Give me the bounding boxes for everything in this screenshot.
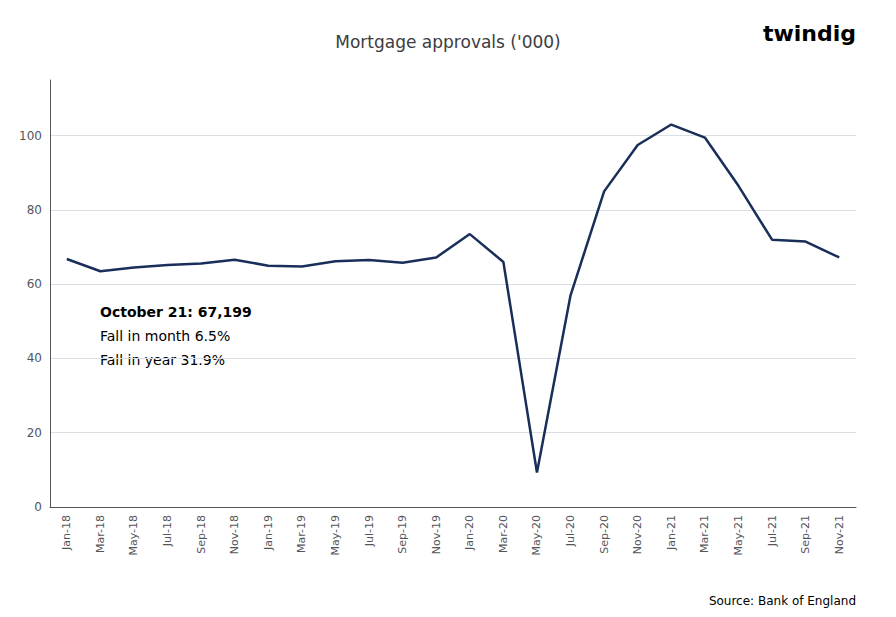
svg-text:Mar-20: Mar-20 (497, 515, 510, 553)
svg-text:October 21: 67,199: October 21: 67,199 (100, 304, 252, 320)
svg-text:Jan-19: Jan-19 (262, 515, 275, 551)
svg-text:Jan-21: Jan-21 (665, 515, 678, 551)
svg-text:60: 60 (27, 277, 42, 291)
svg-text:May-19: May-19 (329, 515, 342, 556)
svg-text:Sep-18: Sep-18 (195, 515, 208, 554)
svg-text:twindig: twindig (763, 21, 856, 46)
svg-text:Sep-20: Sep-20 (598, 515, 611, 554)
svg-text:20: 20 (27, 426, 42, 440)
svg-text:Mar-21: Mar-21 (698, 515, 711, 553)
svg-text:Sep-19: Sep-19 (396, 515, 409, 554)
svg-text:Nov-19: Nov-19 (430, 515, 443, 554)
svg-text:Nov-20: Nov-20 (631, 515, 644, 554)
svg-text:Mar-18: Mar-18 (94, 515, 107, 553)
svg-text:Jul-19: Jul-19 (363, 515, 376, 547)
svg-text:Nov-18: Nov-18 (228, 515, 241, 554)
svg-text:Mar-19: Mar-19 (295, 515, 308, 553)
svg-text:May-18: May-18 (127, 515, 140, 556)
svg-text:Jan-18: Jan-18 (60, 515, 73, 551)
svg-text:Jul-21: Jul-21 (766, 515, 779, 547)
svg-text:Jul-20: Jul-20 (564, 515, 577, 547)
svg-text:May-21: May-21 (732, 515, 745, 556)
svg-text:May-20: May-20 (530, 515, 543, 556)
svg-text:Nov-21: Nov-21 (833, 515, 846, 554)
svg-text:Jul-18: Jul-18 (161, 515, 174, 547)
svg-text:Jan-20: Jan-20 (463, 515, 476, 551)
svg-text:Mortgage approvals ('000): Mortgage approvals ('000) (335, 32, 560, 52)
svg-text:Fall in year 31.9%: Fall in year 31.9% (100, 352, 225, 368)
svg-text:Fall in month 6.5%: Fall in month 6.5% (100, 328, 230, 344)
svg-text:80: 80 (27, 203, 42, 217)
svg-text:0: 0 (34, 500, 42, 514)
svg-text:Source: Bank of England: Source: Bank of England (709, 594, 856, 608)
svg-text:40: 40 (27, 351, 42, 365)
svg-text:100: 100 (19, 129, 42, 143)
svg-text:Sep-21: Sep-21 (799, 515, 812, 554)
